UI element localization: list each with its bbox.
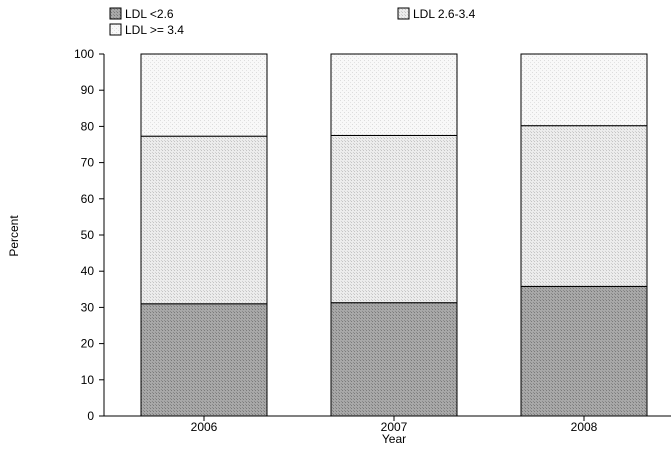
x-axis-label: Year [382,432,406,446]
legend-swatch [397,7,410,20]
y-tick-label: 20 [81,337,95,351]
bar-segment-2008-1 [520,285,648,417]
y-axis: 0 10 20 30 40 50 60 70 80 90 100 [74,47,105,423]
bar-segment-2008-3 [520,53,648,127]
legend-swatch [109,7,122,20]
y-tick-label: 100 [74,47,94,61]
bar-segment-2008-2 [520,125,648,287]
bar-segment-2007-3 [330,53,458,136]
bar-segment-2007-2 [330,134,458,304]
x-tick-label: 2008 [571,420,598,434]
x-axis: 2006 2007 2008 [104,415,671,434]
bar-segment-2006-2 [140,135,268,305]
y-tick-label: 70 [81,156,95,170]
x-tick-label: 2006 [191,420,218,434]
bar-segment-2006-1 [140,303,268,417]
bar-segment-2006-3 [140,53,268,137]
y-tick-label: 30 [81,300,95,314]
legend: LDL <2.6 LDL 2.6-3.4 LDL >= 3.4 [109,7,476,37]
bars-group [140,53,648,417]
legend-label: LDL <2.6 [125,7,174,21]
legend-label: LDL >= 3.4 [125,23,184,37]
y-tick-label: 50 [81,228,95,242]
y-tick-label: 40 [81,264,95,278]
x-tick-label: 2007 [381,420,408,434]
legend-label: LDL 2.6-3.4 [413,7,476,21]
y-tick-label: 60 [81,192,95,206]
y-tick-label: 10 [81,373,95,387]
y-tick-label: 80 [81,119,95,133]
bar-segment-2007-1 [330,302,458,417]
legend-swatch [109,23,122,36]
y-tick-label: 0 [87,409,94,423]
y-tick-label: 90 [81,83,95,97]
y-axis-label: Percent [7,215,21,257]
